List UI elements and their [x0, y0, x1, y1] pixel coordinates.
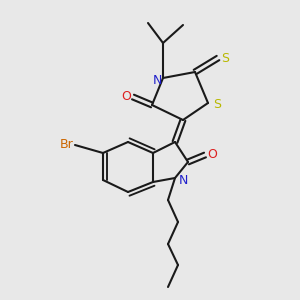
Text: O: O [207, 148, 217, 161]
Text: N: N [178, 173, 188, 187]
Text: N: N [152, 74, 162, 88]
Text: S: S [213, 98, 221, 112]
Text: Br: Br [60, 139, 74, 152]
Text: O: O [121, 91, 131, 103]
Text: S: S [221, 52, 229, 64]
